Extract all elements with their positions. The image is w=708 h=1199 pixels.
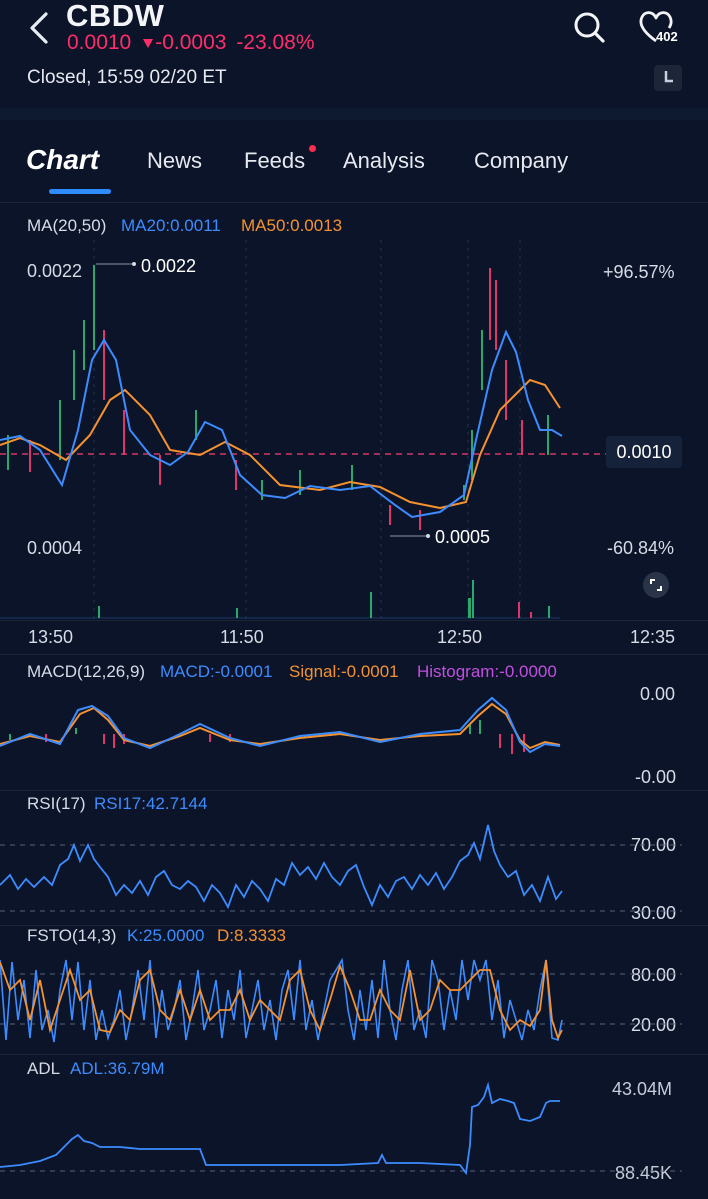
tab-company[interactable]: Company [474,148,569,173]
back-icon[interactable] [24,10,56,46]
time-label-4: 12:35 [630,627,676,647]
price-change-pct: -23.08% [236,31,315,54]
macd-signal: Signal:-0.0001 [289,662,399,681]
tab-feeds[interactable]: Feeds [244,148,306,173]
macd-divider [0,654,708,655]
chart-high-left: 0.0022 [27,261,83,281]
rsi-value: RSI17:42.7144 [94,794,208,813]
time-label-1: 13:50 [28,627,74,647]
fsto-d: D:8.3333 [217,926,286,945]
pct-bottom: -60.84% [607,538,675,558]
macd-histogram: Histogram:-0.0000 [417,662,557,681]
rsi-divider [0,790,708,791]
macd-value: MACD:-0.0001 [160,662,273,681]
rsi-label: RSI(17) [27,794,86,813]
adl-axis-bottom: 88.45K [615,1163,673,1183]
ticker-symbol: CBDW [66,0,165,33]
macd-axis-top: 0.00 [640,684,676,704]
adl-value: ADL:36.79M [70,1059,165,1078]
chart-low-left: 0.0004 [27,538,83,558]
rsi-chart[interactable] [0,815,708,925]
clock-button[interactable] [654,65,682,91]
clock-icon [664,71,673,83]
down-arrow-icon [143,38,154,48]
fsto-axis-bottom: 20.00 [631,1015,677,1035]
ma20-value: MA20:0.0011 [121,216,221,235]
price-quote: 0.0010 -0.0003 -23.08% [67,31,319,55]
tab-analysis[interactable]: Analysis [343,148,425,173]
macd-axis-bottom: -0.00 [635,767,677,787]
adl-chart[interactable] [0,1075,708,1185]
pct-top: +96.57% [603,262,675,282]
header [0,0,708,108]
header-divider [0,108,708,120]
last-price-label: 0.0010 [606,436,682,468]
time-axis-line [0,620,708,621]
expand-button[interactable] [643,572,669,598]
active-tab-indicator [49,189,111,194]
adl-axis-top: 43.04M [612,1079,673,1099]
chart-low-marker: 0.0005 [435,527,491,547]
macd-chart[interactable] [0,690,600,790]
chart-high-marker: 0.0022 [141,256,197,276]
fsto-chart[interactable] [0,950,708,1050]
rsi-axis-bottom: 30.00 [631,903,677,923]
search-icon[interactable] [570,8,608,46]
ma-indicator-label: MA(20,50) [27,216,107,235]
price-change: -0.0003 [155,31,227,54]
time-label-2: 11:50 [220,627,264,647]
macd-label: MACD(12,26,9) [27,662,146,681]
watch-count: 402 [656,29,678,44]
adl-divider [0,1054,708,1055]
fsto-axis-top: 80.00 [631,965,677,985]
ma50-value: MA50:0.0013 [241,216,343,235]
tab-news[interactable]: News [147,148,203,173]
tab-divider [0,202,708,203]
market-status: Closed, 15:59 02/20 ET [27,67,227,88]
tab-chart[interactable]: Chart [26,144,100,175]
fsto-divider [0,925,708,926]
adl-label: ADL [27,1059,61,1078]
notification-dot [309,145,316,152]
fsto-label: FSTO(14,3) [27,926,117,945]
price-chart[interactable] [0,240,708,620]
last-price: 0.0010 [67,31,132,54]
time-label-3: 12:50 [437,627,483,647]
fsto-k: K:25.0000 [127,926,205,945]
expand-icon [650,579,662,591]
heart-icon[interactable] [636,8,680,46]
